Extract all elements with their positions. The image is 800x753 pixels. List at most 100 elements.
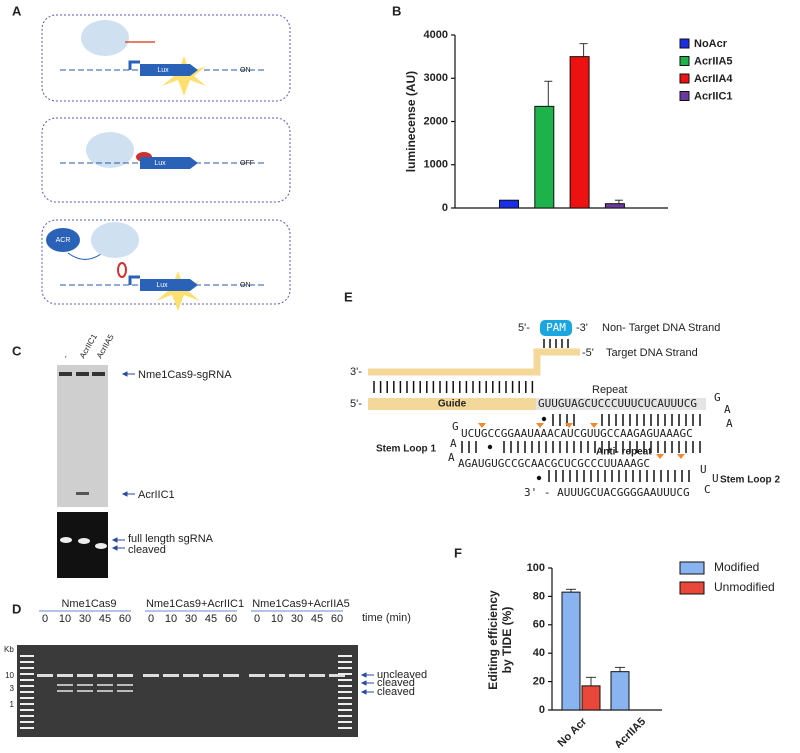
- y-axis-title: Editing efficiency: [486, 590, 500, 690]
- error-bar: [615, 666, 625, 672]
- ladder-band: [20, 727, 34, 729]
- gene-label: Lux: [157, 67, 169, 74]
- legend-label: AcrIIA5: [694, 55, 733, 67]
- gene-label: Lux: [156, 282, 168, 289]
- ladder-band: [338, 655, 352, 657]
- seq-text: -3': [576, 322, 588, 334]
- band: [163, 674, 179, 677]
- ladder-band: [338, 721, 352, 723]
- y-axis-title: by TIDE (%): [500, 607, 514, 674]
- x-tick-label: No Acr: [555, 715, 589, 748]
- band: [77, 684, 93, 686]
- pam-box: [540, 320, 572, 336]
- legend-swatch: [679, 38, 690, 49]
- band: [95, 543, 107, 549]
- arrow: [360, 672, 374, 678]
- bar: [581, 685, 601, 711]
- band: [249, 674, 265, 677]
- y-tick-label: 20: [533, 676, 545, 688]
- gene: [140, 279, 198, 291]
- band: [329, 674, 345, 677]
- region-label: Repeat: [592, 384, 627, 396]
- band: [92, 372, 105, 376]
- annotation: cleaved: [128, 544, 166, 556]
- legend-label: AcrIIC1: [694, 90, 733, 102]
- pairs: [543, 339, 569, 348]
- band: [203, 674, 219, 677]
- time-label: 45: [99, 613, 111, 625]
- panel-a: Lux ON Lux OFF ACR Lux ON: [41, 14, 291, 311]
- panel-label: C: [12, 343, 22, 358]
- band: [77, 690, 93, 692]
- ladder-band: [20, 697, 34, 699]
- state-label: OFF: [240, 160, 254, 167]
- legend-swatch: [679, 581, 705, 595]
- band: [57, 674, 73, 677]
- seq-text: A: [724, 403, 731, 416]
- time-label: 60: [331, 613, 343, 625]
- y-tick-label: 4000: [424, 29, 448, 41]
- time-label: 60: [225, 613, 237, 625]
- ladder-band: [20, 661, 34, 663]
- frame: [41, 219, 291, 305]
- seq-text: U: [700, 463, 707, 476]
- legend-swatch: [679, 73, 690, 84]
- acr-label: ACR: [56, 237, 71, 244]
- region-label: Stem Loop 2: [720, 475, 780, 486]
- band: [183, 674, 199, 677]
- band: [77, 674, 93, 677]
- guide: [368, 398, 536, 410]
- band: [289, 674, 305, 677]
- legend-label: Modified: [714, 560, 759, 574]
- time-label: 60: [119, 613, 131, 625]
- ladder-band: [338, 691, 352, 693]
- legend-label: AcrIIA4: [694, 73, 733, 85]
- gene: [140, 64, 198, 76]
- ladder-band: [338, 667, 352, 669]
- seq-text: 3' - AUUUGCUACGGGGAAUUUCG: [524, 486, 690, 499]
- annotation: Nme1Cas9-sgRNA: [138, 369, 232, 381]
- seq-text: AGAUGUGCCGCAACGCUCGCCCUUAAAGC: [458, 457, 650, 470]
- y-tick-label: 100: [527, 562, 545, 574]
- band: [37, 674, 53, 677]
- y-tick-label: 80: [533, 590, 545, 602]
- y-tick-label: 3000: [424, 72, 448, 84]
- wobble: [541, 416, 547, 422]
- band: [117, 684, 133, 686]
- ladder-band: [20, 709, 34, 711]
- ladder-band: [338, 685, 352, 687]
- band: [223, 674, 239, 677]
- x-tick-label: AcrIIA5: [612, 716, 648, 748]
- seq-text: A: [448, 451, 455, 464]
- ladder-band: [20, 715, 34, 717]
- ladder-band: [338, 727, 352, 729]
- legend-label: NoAcr: [694, 38, 728, 50]
- ladder-band: [20, 721, 34, 723]
- arrow: [121, 491, 135, 497]
- annotation: cleaved: [377, 686, 415, 698]
- arrow: [111, 537, 125, 543]
- band: [117, 674, 133, 677]
- time-label: 45: [205, 613, 217, 625]
- panel-e: 5'- PAM -3' Non- Target DNA Strand -5' T…: [350, 320, 780, 499]
- ladder-label: 10: [5, 671, 14, 680]
- seq-text: 5'-: [518, 322, 530, 334]
- sgrna: [117, 262, 127, 278]
- ladder-band: [338, 709, 352, 711]
- seq-text: GUUGUAGCUCCCUUUCUCAUUUCG: [538, 397, 697, 410]
- pairs: [373, 381, 701, 482]
- band: [309, 674, 325, 677]
- group-label: Nme1Cas9: [61, 598, 116, 610]
- bar: [569, 56, 590, 209]
- band: [97, 690, 113, 692]
- wobble: [487, 444, 493, 450]
- y-tick-label: 1000: [424, 159, 448, 171]
- band: [59, 372, 72, 376]
- ladder-band: [338, 679, 352, 681]
- strand-label: Non- Target DNA Strand: [602, 322, 720, 334]
- y-tick-label: 60: [533, 619, 545, 631]
- bar: [610, 671, 630, 711]
- cas9: [86, 132, 134, 168]
- error-bar: [614, 199, 623, 204]
- bar: [561, 591, 581, 711]
